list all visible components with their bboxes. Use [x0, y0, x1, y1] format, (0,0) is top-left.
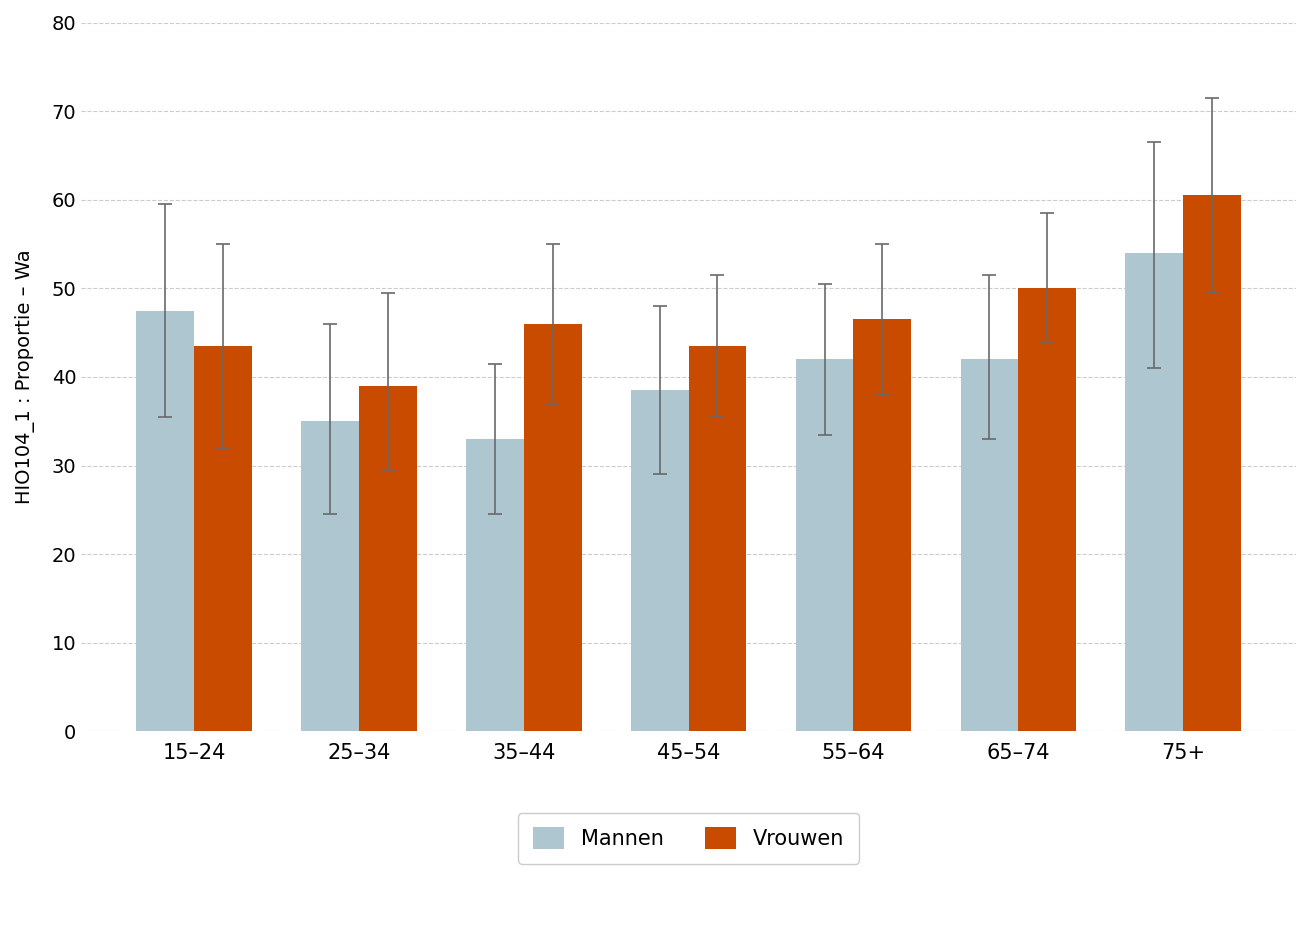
- Y-axis label: HIO104_1 : Proportie – Wa: HIO104_1 : Proportie – Wa: [14, 250, 35, 505]
- Bar: [194, 346, 252, 731]
- Legend: Mannen, Vrouwen: Mannen, Vrouwen: [518, 812, 859, 864]
- Bar: [1019, 288, 1076, 731]
- Bar: [302, 421, 359, 731]
- Bar: [796, 359, 853, 731]
- Bar: [467, 439, 524, 731]
- Bar: [688, 346, 746, 731]
- Bar: [631, 390, 688, 731]
- Bar: [359, 386, 417, 731]
- Bar: [1125, 253, 1183, 731]
- Bar: [961, 359, 1019, 731]
- Bar: [853, 319, 911, 731]
- Bar: [524, 324, 582, 731]
- Bar: [136, 311, 194, 731]
- Bar: [1183, 196, 1240, 731]
